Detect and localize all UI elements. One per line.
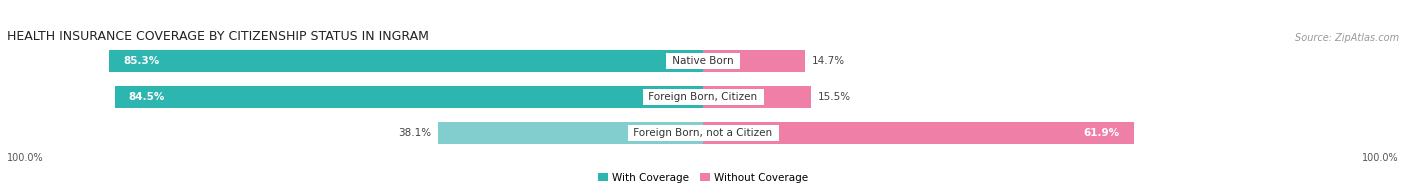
- Text: 14.7%: 14.7%: [813, 56, 845, 66]
- Text: Source: ZipAtlas.com: Source: ZipAtlas.com: [1295, 33, 1399, 43]
- FancyBboxPatch shape: [0, 0, 1406, 165]
- Text: 61.9%: 61.9%: [1084, 128, 1121, 138]
- Bar: [703, 122, 1133, 144]
- Text: Foreign Born, not a Citizen: Foreign Born, not a Citizen: [630, 128, 776, 138]
- Bar: [703, 50, 806, 72]
- Text: 100.0%: 100.0%: [7, 153, 44, 163]
- Text: 15.5%: 15.5%: [818, 92, 851, 102]
- Bar: [110, 50, 703, 72]
- Bar: [703, 86, 811, 108]
- Text: HEALTH INSURANCE COVERAGE BY CITIZENSHIP STATUS IN INGRAM: HEALTH INSURANCE COVERAGE BY CITIZENSHIP…: [7, 30, 429, 43]
- Bar: [437, 122, 703, 144]
- Text: Foreign Born, Citizen: Foreign Born, Citizen: [645, 92, 761, 102]
- Text: 38.1%: 38.1%: [398, 128, 430, 138]
- FancyBboxPatch shape: [0, 29, 1406, 196]
- Legend: With Coverage, Without Coverage: With Coverage, Without Coverage: [598, 173, 808, 183]
- Bar: [115, 86, 703, 108]
- Text: 100.0%: 100.0%: [1362, 153, 1399, 163]
- Text: Native Born: Native Born: [669, 56, 737, 66]
- Text: 84.5%: 84.5%: [129, 92, 165, 102]
- Text: 85.3%: 85.3%: [124, 56, 159, 66]
